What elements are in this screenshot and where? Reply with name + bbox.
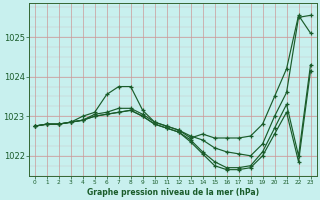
X-axis label: Graphe pression niveau de la mer (hPa): Graphe pression niveau de la mer (hPa)	[87, 188, 259, 197]
